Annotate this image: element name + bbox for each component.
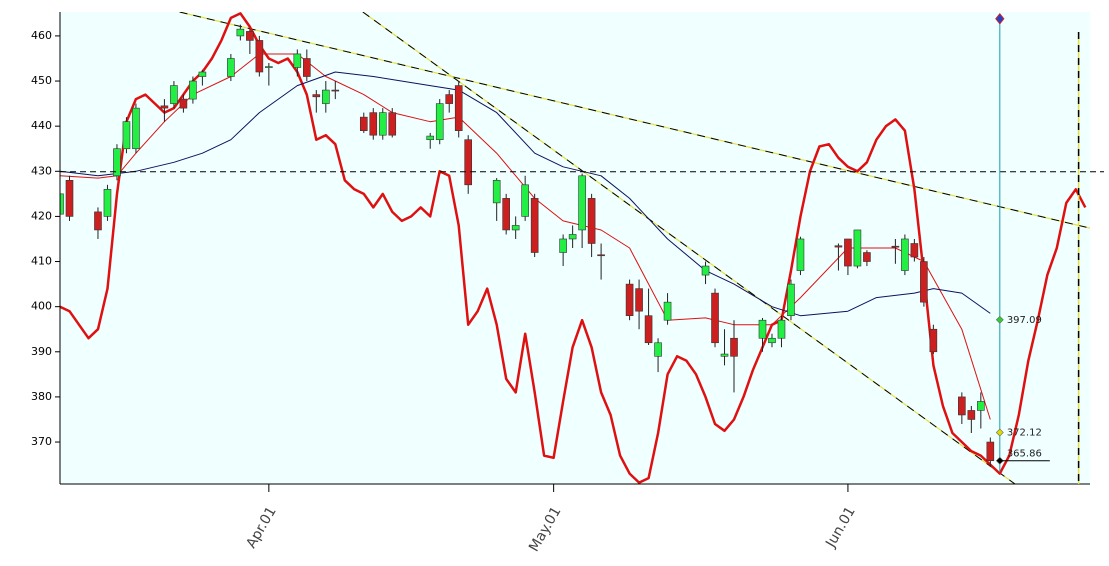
candle-body: [929, 328, 938, 353]
candle-body: [730, 337, 738, 357]
candle-body: [768, 337, 776, 344]
price-label: 397.09: [1007, 315, 1042, 326]
candle-body: [910, 243, 919, 258]
candle-body: [179, 98, 188, 109]
candle-body: [986, 441, 995, 462]
candle-body: [920, 261, 928, 303]
candle-body: [502, 198, 510, 231]
candle-body: [426, 135, 435, 141]
candle-body: [435, 103, 444, 141]
cursor-marker: [995, 12, 1005, 25]
price-label: 372.12: [1007, 427, 1042, 438]
y-tick-label: 390: [31, 345, 52, 358]
candle-body: [132, 107, 140, 150]
candle-body: [492, 180, 501, 204]
y-tick-label: 400: [31, 300, 52, 313]
candle-body: [511, 225, 520, 231]
candle-body: [189, 80, 197, 100]
y-tick-label: 370: [31, 435, 52, 448]
candle-body: [359, 116, 368, 131]
candle-body: [113, 148, 121, 177]
candle-body: [198, 71, 207, 77]
candle-body: [787, 283, 795, 316]
candle-body: [863, 252, 871, 262]
candle-body: [625, 283, 634, 316]
x-tick-label: Jun.01: [822, 504, 858, 551]
candle-body: [654, 342, 662, 357]
candle-body: [464, 139, 473, 186]
candle-body: [530, 198, 539, 253]
price-marker: [995, 315, 1004, 324]
y-tick-label: 460: [31, 29, 52, 42]
candle-body: [644, 315, 653, 344]
candle-body: [834, 245, 843, 248]
candle-body: [303, 58, 311, 77]
candle-body: [967, 410, 976, 420]
candle-body: [369, 112, 378, 136]
moving-average-line: [60, 71, 991, 317]
candle-body: [559, 238, 567, 253]
y-tick-label: 440: [31, 119, 52, 132]
trendline-base: [362, 12, 1016, 484]
price-marker: [995, 428, 1004, 437]
candle-body: [170, 85, 178, 104]
candle-body: [65, 180, 74, 217]
trendline: [179, 12, 1090, 229]
candle-body: [265, 66, 273, 68]
candle-body: [521, 184, 529, 217]
candle-body: [227, 58, 235, 77]
candle-body: [246, 31, 254, 41]
candle-body: [122, 121, 131, 150]
candle-body: [60, 193, 64, 215]
candle-body: [331, 89, 340, 92]
candle-body: [388, 112, 397, 136]
candle-body: [635, 288, 643, 312]
y-tick-label: 380: [31, 390, 52, 403]
x-tick-label: Apr.01: [243, 504, 279, 551]
candle-body: [445, 94, 454, 104]
candle-body: [568, 234, 577, 240]
candle-body: [454, 85, 463, 131]
candle-body: [236, 28, 245, 37]
candle-body: [758, 319, 767, 339]
y-tick-label: 420: [31, 209, 52, 222]
candle-body: [891, 245, 900, 248]
candle-body: [901, 238, 909, 271]
plot-background: [60, 12, 1090, 484]
candle-body: [312, 94, 321, 98]
candle-body: [578, 175, 586, 231]
candle-body: [255, 40, 264, 73]
y-tick-label: 410: [31, 255, 52, 268]
candle-body: [663, 301, 672, 321]
y-tick-label: 430: [31, 164, 52, 177]
candle-body: [103, 189, 112, 217]
candle-body: [94, 211, 102, 231]
candle-body: [777, 319, 786, 339]
candle-body: [378, 112, 387, 136]
candle-body: [796, 238, 805, 271]
candle-body: [853, 229, 862, 267]
y-tick-label: 450: [31, 74, 52, 87]
candle-body: [587, 198, 596, 244]
x-tick-label: May.01: [526, 504, 564, 555]
candle-body: [293, 53, 302, 68]
candle-body: [701, 265, 710, 276]
oscillator-line: [60, 12, 1087, 484]
candle-body: [711, 292, 719, 344]
price-label: 365.86: [1007, 449, 1042, 460]
candle-body: [977, 401, 985, 411]
candle-body: [844, 238, 852, 267]
candle-body: [597, 254, 605, 257]
candle-body: [958, 396, 966, 416]
candle-body: [720, 353, 729, 357]
plot-area: [60, 12, 1090, 484]
candle-body: [160, 105, 169, 109]
candle-body: [322, 89, 330, 104]
